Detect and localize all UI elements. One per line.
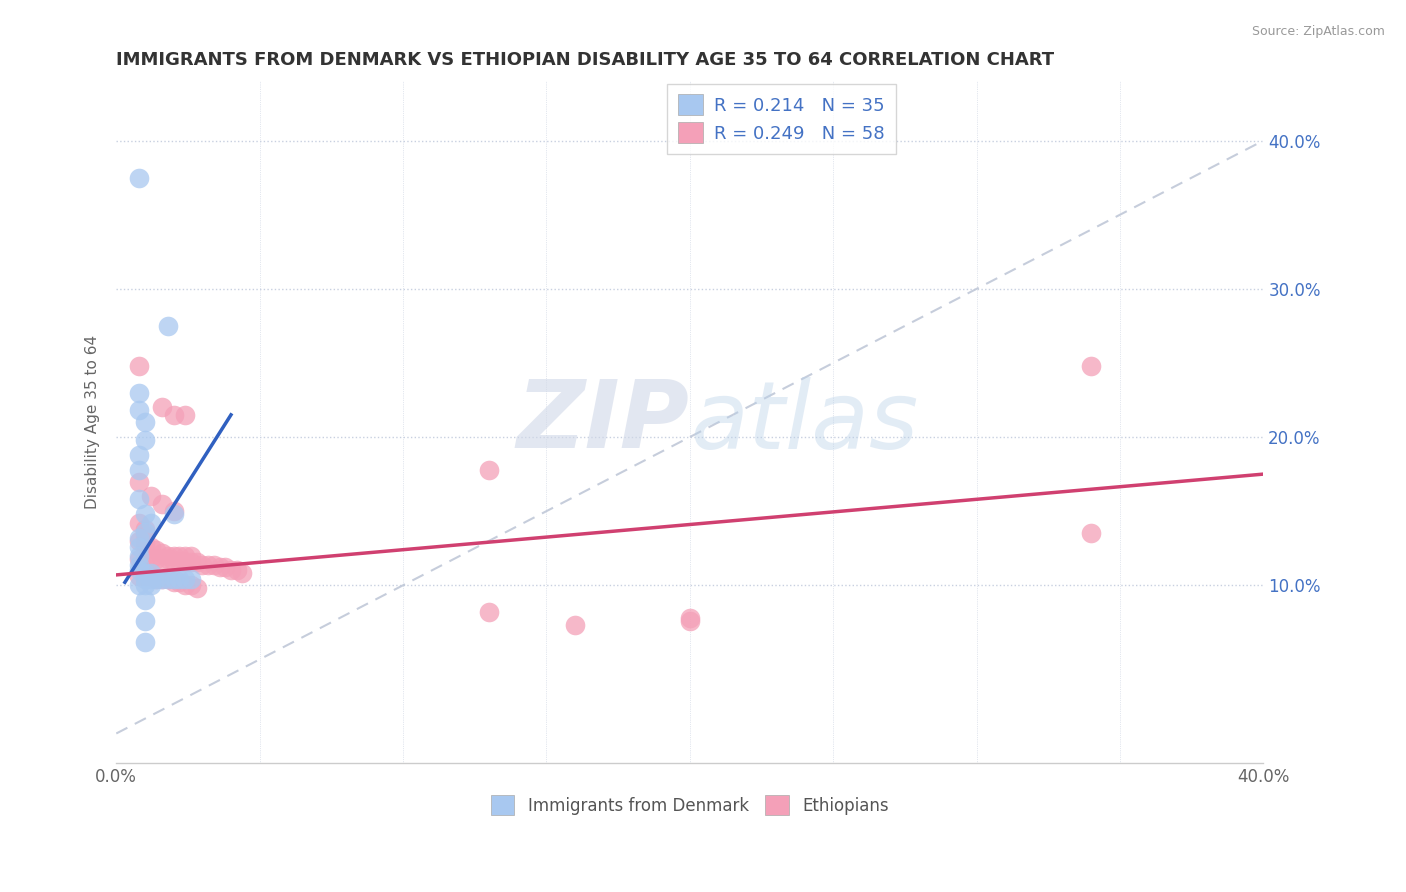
Point	[219, 564, 242, 578]
Point	[128, 578, 150, 592]
Point	[128, 475, 150, 489]
Point	[128, 549, 150, 563]
Point	[180, 572, 202, 586]
Point	[145, 542, 167, 557]
Point	[174, 408, 197, 422]
Point	[134, 415, 156, 429]
Text: Source: ZipAtlas.com: Source: ZipAtlas.com	[1251, 25, 1385, 38]
Point	[174, 549, 197, 563]
Point	[128, 359, 150, 373]
Point	[128, 385, 150, 400]
Point	[162, 549, 184, 563]
Point	[174, 578, 197, 592]
Point	[478, 605, 501, 619]
Point	[156, 551, 179, 566]
Point	[197, 558, 219, 572]
Point	[150, 572, 173, 586]
Point	[128, 558, 150, 572]
Point	[180, 549, 202, 563]
Point	[128, 551, 150, 566]
Point	[169, 549, 191, 563]
Point	[128, 516, 150, 530]
Point	[150, 546, 173, 560]
Point	[191, 558, 214, 572]
Point	[145, 572, 167, 586]
Point	[174, 555, 197, 569]
Point	[1080, 359, 1102, 373]
Point	[162, 504, 184, 518]
Point	[174, 572, 197, 586]
Point	[139, 489, 162, 503]
Point	[134, 578, 156, 592]
Point	[128, 569, 150, 583]
Point	[162, 575, 184, 590]
Point	[139, 516, 162, 530]
Point	[180, 555, 202, 569]
Point	[128, 463, 150, 477]
Point	[134, 524, 156, 539]
Point	[679, 614, 702, 628]
Point	[156, 572, 179, 586]
Point	[134, 507, 156, 521]
Text: atlas: atlas	[690, 376, 918, 467]
Point	[134, 634, 156, 648]
Point	[150, 572, 173, 586]
Point	[145, 572, 167, 586]
Point	[208, 560, 231, 574]
Point	[156, 549, 179, 563]
Text: ZIP: ZIP	[517, 376, 690, 468]
Point	[139, 572, 162, 586]
Point	[1080, 526, 1102, 541]
Point	[150, 497, 173, 511]
Point	[139, 578, 162, 592]
Text: IMMIGRANTS FROM DENMARK VS ETHIOPIAN DISABILITY AGE 35 TO 64 CORRELATION CHART: IMMIGRANTS FROM DENMARK VS ETHIOPIAN DIS…	[117, 51, 1054, 69]
Point	[134, 593, 156, 607]
Point	[169, 572, 191, 586]
Point	[128, 533, 150, 548]
Point	[134, 572, 156, 586]
Point	[128, 492, 150, 507]
Point	[134, 433, 156, 447]
Y-axis label: Disability Age 35 to 64: Disability Age 35 to 64	[86, 335, 100, 509]
Point	[202, 558, 225, 572]
Point	[134, 537, 156, 551]
Point	[186, 581, 208, 595]
Point	[139, 566, 162, 581]
Point	[134, 522, 156, 536]
Point	[134, 569, 156, 583]
Point	[156, 318, 179, 333]
Point	[162, 572, 184, 586]
Point	[225, 564, 247, 578]
Point	[139, 540, 162, 554]
Point	[128, 540, 150, 554]
Point	[679, 611, 702, 625]
Point	[128, 403, 150, 417]
Point	[128, 170, 150, 185]
Point	[150, 551, 173, 566]
Point	[134, 614, 156, 628]
Point	[169, 555, 191, 569]
Point	[145, 551, 167, 566]
Point	[128, 531, 150, 545]
Point	[134, 551, 156, 566]
Point	[134, 566, 156, 581]
Point	[162, 408, 184, 422]
Point	[156, 572, 179, 586]
Point	[186, 555, 208, 569]
Point	[162, 507, 184, 521]
Point	[139, 551, 162, 566]
Legend: Immigrants from Denmark, Ethiopians: Immigrants from Denmark, Ethiopians	[482, 787, 897, 823]
Point	[214, 560, 236, 574]
Point	[564, 618, 586, 632]
Point	[162, 555, 184, 569]
Point	[139, 569, 162, 583]
Point	[128, 564, 150, 578]
Point	[134, 528, 156, 542]
Point	[180, 578, 202, 592]
Point	[128, 448, 150, 462]
Point	[169, 575, 191, 590]
Point	[150, 401, 173, 415]
Point	[478, 463, 501, 477]
Point	[231, 566, 253, 581]
